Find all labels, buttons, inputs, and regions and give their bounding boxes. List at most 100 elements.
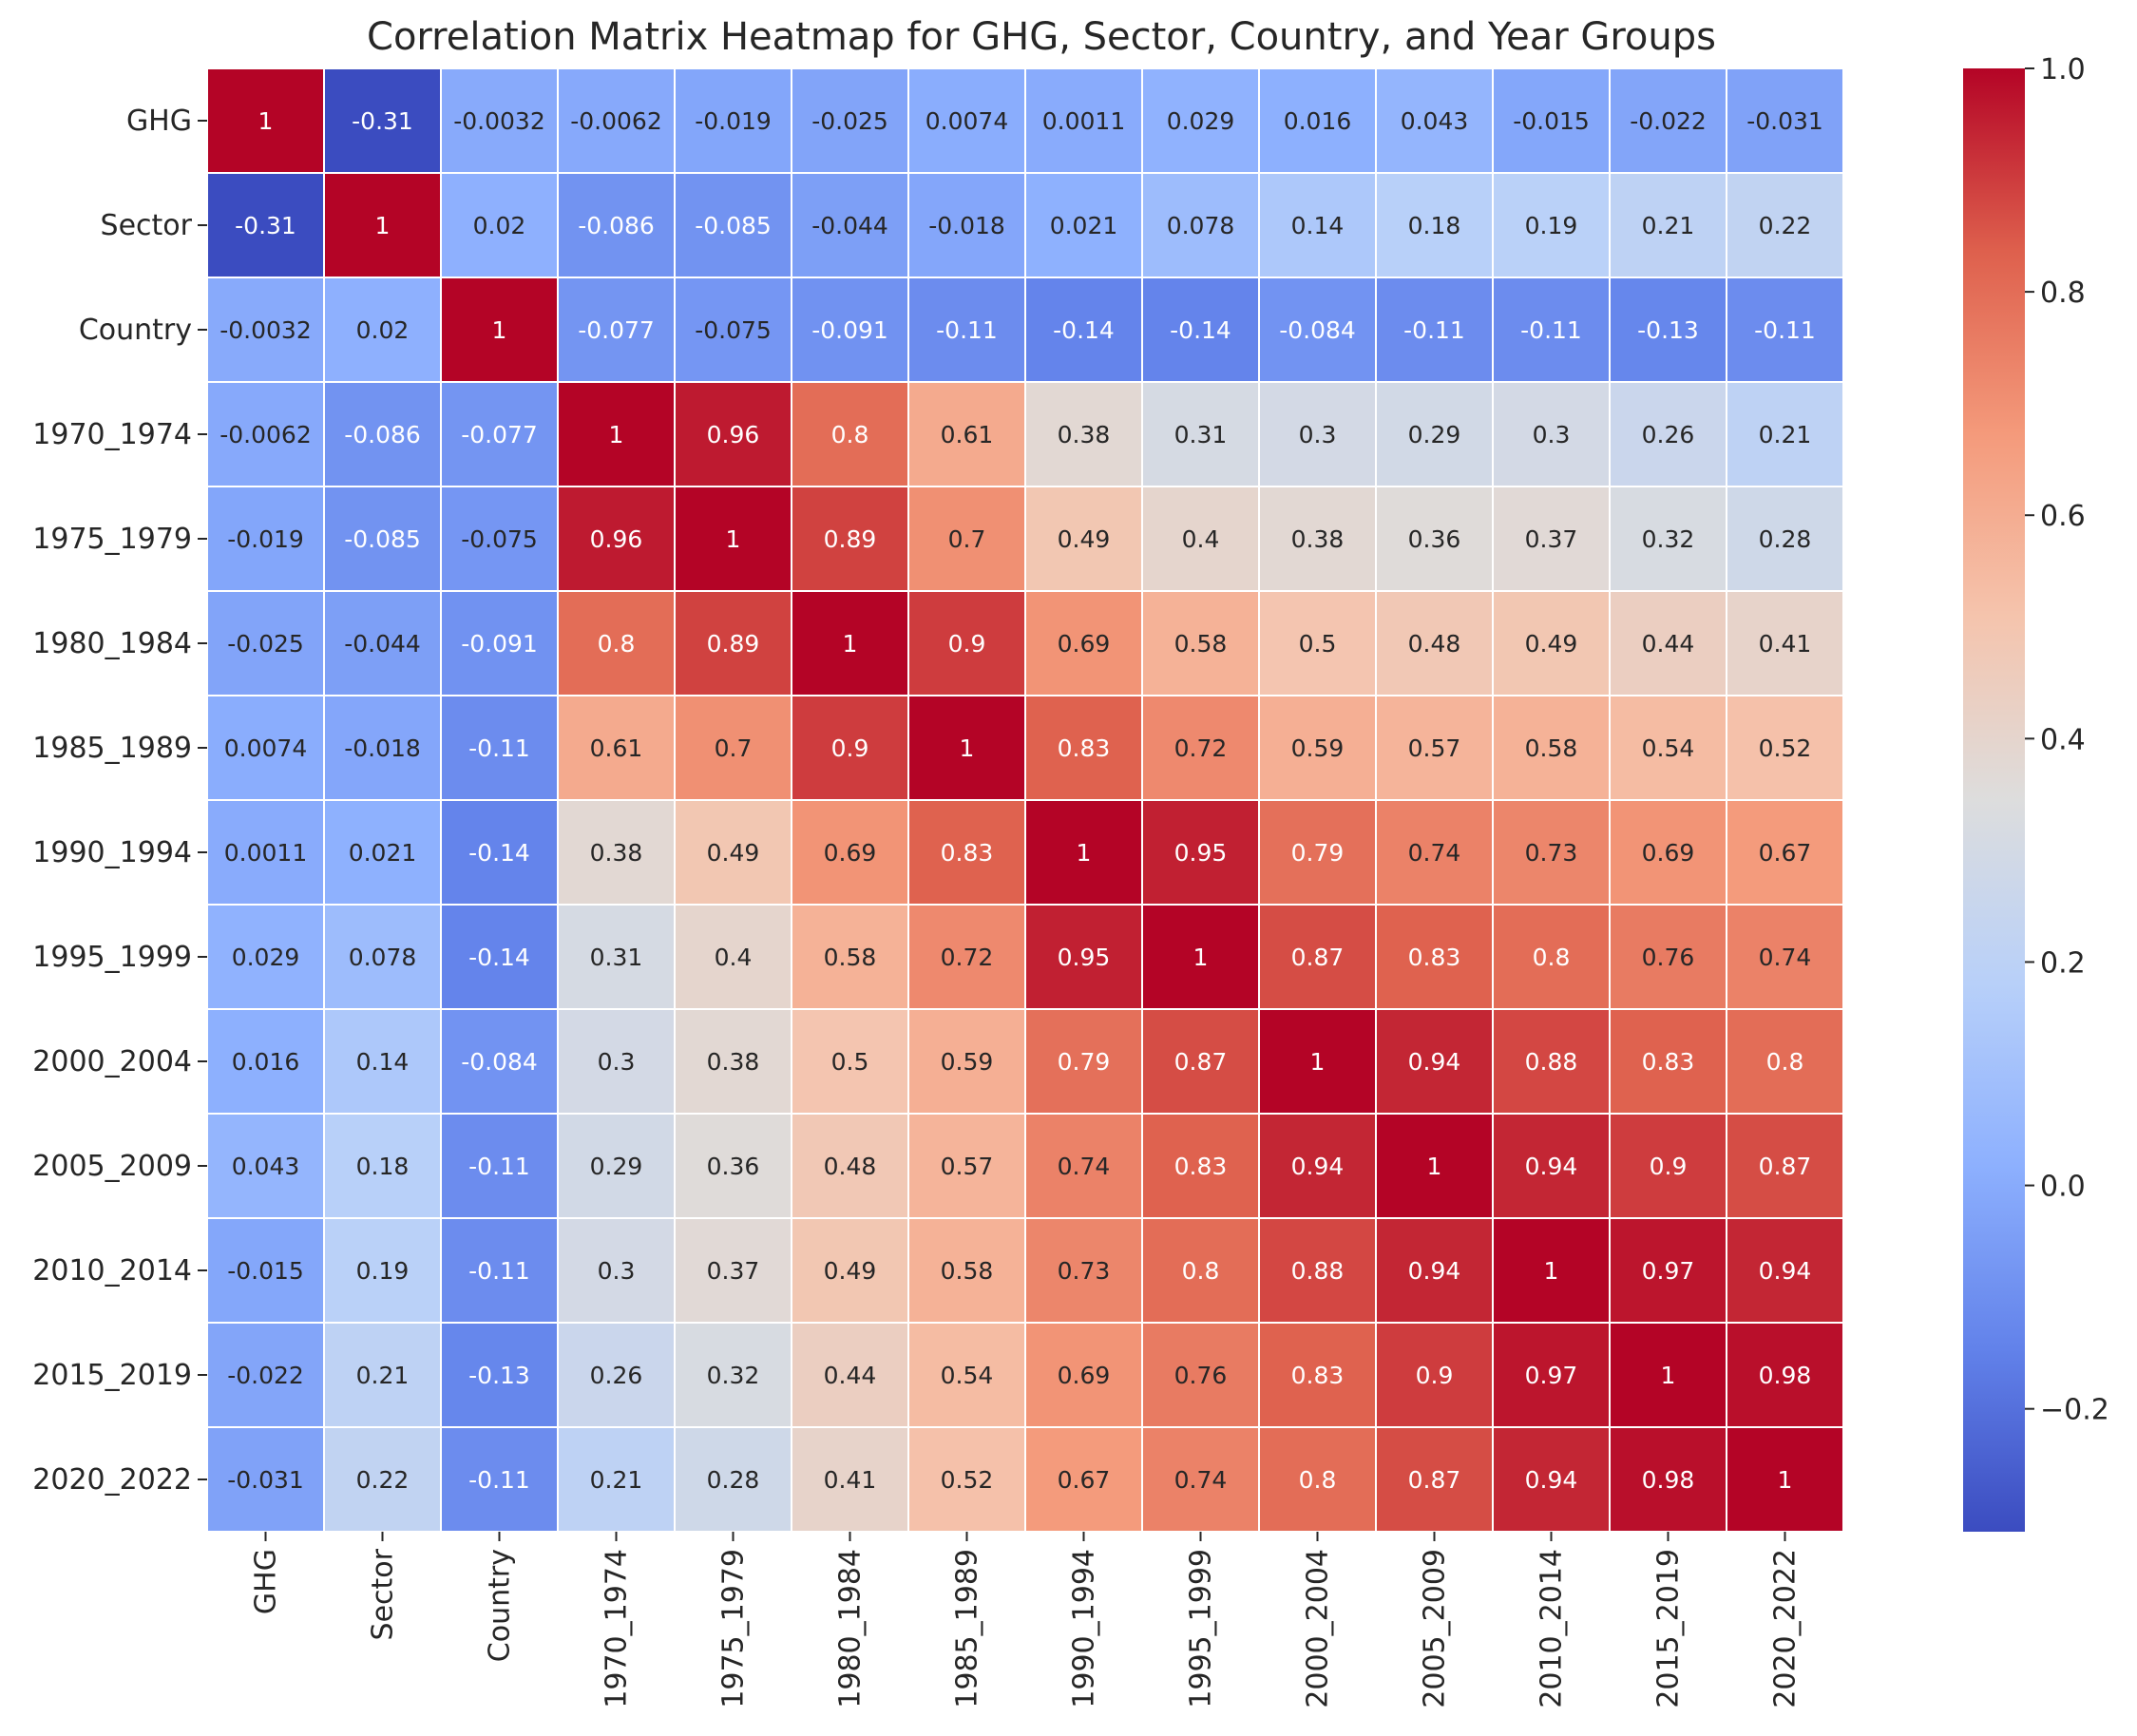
- cell-value-label: -0.0062: [219, 421, 312, 448]
- cell-value-label: 0.14: [356, 1048, 410, 1076]
- cell-value-label: 0.02: [473, 212, 526, 239]
- cell-value-label: 0.078: [1167, 212, 1235, 239]
- cell-value-label: 0.22: [1759, 212, 1812, 239]
- cell-value-label: 1: [1310, 1048, 1326, 1076]
- heatmap-cell: [791, 799, 909, 906]
- heatmap-cell: [1258, 1322, 1377, 1428]
- heatmap-cell: [1375, 1113, 1494, 1219]
- cell-value-label: 0.44: [824, 1362, 877, 1389]
- cell-value-label: -0.084: [461, 1048, 538, 1076]
- cell-value-label: -0.11: [468, 1466, 530, 1494]
- column-tick-label: 2000_2004: [1302, 1549, 1335, 1708]
- cell-value-label: 0.0011: [224, 839, 307, 867]
- heatmap-cell: [907, 590, 1026, 696]
- cell-value-label: 0.7: [948, 525, 986, 553]
- cell-value-label: 0.021: [349, 839, 417, 867]
- row-tick-label: 2020_2022: [32, 1463, 192, 1497]
- heatmap-cell: [907, 1426, 1026, 1533]
- heatmap-cell: [1258, 799, 1377, 906]
- heatmap-cell: [1726, 799, 1844, 906]
- column-tick-label: 2010_2014: [1536, 1549, 1569, 1708]
- heatmap-cell: [1726, 1322, 1844, 1428]
- cell-value-label: 0.76: [1642, 944, 1695, 971]
- row-tick-labels: GHG Sector Country 1970_1974 1975_1979 1980_1…: [32, 105, 207, 1497]
- heatmap-cell: [1024, 1217, 1143, 1324]
- cell-value-label: -0.14: [1053, 316, 1115, 344]
- cell-value-label: 0.48: [824, 1153, 877, 1180]
- cell-value-label: 0.97: [1642, 1257, 1695, 1285]
- heatmap-cell: [907, 1113, 1026, 1219]
- cell-value-label: 1: [1077, 839, 1092, 867]
- heatmap-cell: [1141, 1426, 1260, 1533]
- cell-value-label: -0.0062: [570, 107, 662, 135]
- column-tick-label: 1990_1994: [1068, 1549, 1101, 1708]
- cell-value-label: -0.075: [461, 525, 538, 553]
- chart-title: Correlation Matrix Heatmap for GHG, Sect…: [367, 15, 1716, 59]
- row-tick-label: Country: [79, 314, 192, 347]
- heatmap-cell: [1726, 381, 1844, 487]
- cell-value-label: 0.3: [598, 1048, 636, 1076]
- heatmap-cell: [1258, 904, 1377, 1010]
- cell-value-label: 0.37: [1525, 525, 1578, 553]
- colorbar-tick-label: −0.2: [2040, 1394, 2109, 1427]
- cell-value-label: 0.97: [1525, 1362, 1578, 1389]
- cell-value-label: 1: [1661, 1362, 1676, 1389]
- cell-value-label: 0.61: [941, 421, 994, 448]
- row-tick-label: 1975_1979: [32, 523, 192, 556]
- cell-value-label: 0.043: [1401, 107, 1469, 135]
- heatmap-cell: [1024, 904, 1143, 1010]
- cell-value-label: 0.54: [941, 1362, 994, 1389]
- heatmap-cell: [791, 172, 909, 278]
- cell-value-label: 0.87: [1759, 1153, 1812, 1180]
- colorbar-gradient: [1963, 68, 2025, 1532]
- cell-value-label: 0.98: [1642, 1466, 1695, 1494]
- row-tick-label: 1980_1984: [32, 627, 192, 660]
- cell-value-label: 0.69: [824, 839, 877, 867]
- heatmap-cell: [674, 172, 792, 278]
- colorbar-tick-label: 0.2: [2040, 946, 2086, 980]
- heatmap-cell: [557, 172, 676, 278]
- heatmap-cell: [440, 277, 559, 383]
- cell-value-label: -0.0032: [453, 107, 545, 135]
- cell-value-label: 0.83: [1291, 1362, 1345, 1389]
- heatmap-cell: [907, 904, 1026, 1010]
- cell-value-label: 0.8: [598, 630, 636, 658]
- heatmap-cell: [323, 67, 442, 174]
- heatmap-cells: 1 -0.31 -0.0032 -0.0062 -0.019 -0.025 0.0074 0.…: [206, 67, 1844, 1533]
- cell-value-label: 1: [960, 734, 975, 762]
- cell-value-label: 0.57: [941, 1153, 994, 1180]
- cell-value-label: -0.11: [1520, 316, 1582, 344]
- cell-value-label: 0.72: [1174, 734, 1228, 762]
- cell-value-label: -0.018: [928, 212, 1005, 239]
- heatmap-cell: [323, 1113, 442, 1219]
- cell-value-label: 0.3: [598, 1257, 636, 1285]
- cell-value-label: -0.11: [468, 1257, 530, 1285]
- cell-value-label: -0.018: [344, 734, 421, 762]
- cell-value-label: 0.14: [1291, 212, 1345, 239]
- cell-value-label: 0.4: [715, 944, 753, 971]
- cell-value-label: 0.8: [1533, 944, 1571, 971]
- cell-value-label: 1: [843, 630, 858, 658]
- heatmap-cell: [1375, 277, 1494, 383]
- cell-value-label: 0.83: [1174, 1153, 1228, 1180]
- heatmap-cell: [1492, 904, 1611, 1010]
- cell-value-label: 0.9: [1416, 1362, 1454, 1389]
- heatmap-cell: [1141, 277, 1260, 383]
- heatmap-cell: [323, 172, 442, 278]
- column-tick-label: 2005_2009: [1419, 1549, 1452, 1708]
- cell-value-label: 0.9: [1650, 1153, 1688, 1180]
- cell-value-label: 0.5: [831, 1048, 869, 1076]
- cell-value-label: -0.086: [344, 421, 421, 448]
- cell-value-label: 0.87: [1174, 1048, 1228, 1076]
- heatmap-cell: [206, 695, 325, 801]
- cell-value-label: 0.74: [1174, 1466, 1228, 1494]
- column-tick-label: 2020_2022: [1769, 1549, 1803, 1708]
- heatmap-cell: [323, 799, 442, 906]
- cell-value-label: 0.21: [1759, 421, 1812, 448]
- colorbar-tick-label: 0.0: [2040, 1171, 2086, 1204]
- heatmap-cell: [674, 590, 792, 696]
- row-tick-label: 2000_2004: [32, 1045, 192, 1078]
- cell-value-label: 0.18: [356, 1153, 410, 1180]
- heatmap-cell: [557, 1008, 676, 1115]
- row-tick-label: 1990_1994: [32, 836, 192, 869]
